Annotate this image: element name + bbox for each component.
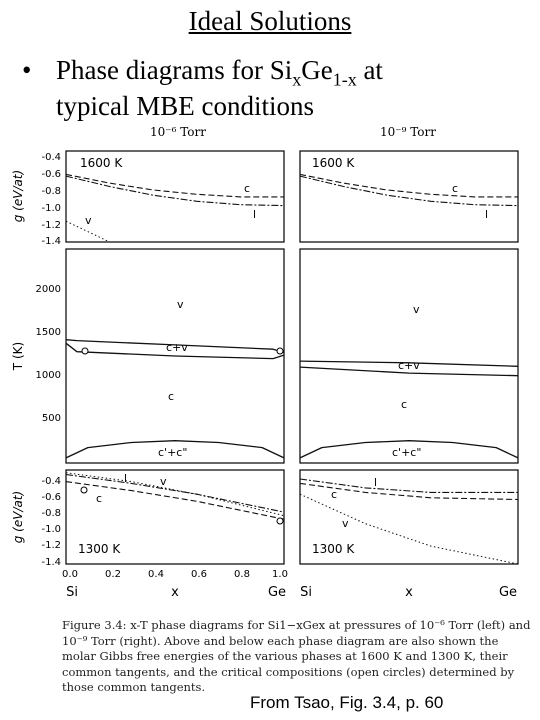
- g-axis-label-top: g (eV/at): [11, 170, 25, 223]
- bullet-sub-x: x: [292, 69, 302, 90]
- panel-left-middle-frame: [65, 248, 285, 464]
- g-tick-top-4: -1.2: [41, 220, 61, 231]
- right-middle-series-2: [299, 440, 519, 459]
- g-axis-label-bottom: g (eV/at): [11, 491, 25, 544]
- T-tick-0: 2000: [36, 284, 61, 295]
- bullet-line-2: typical MBE conditions: [56, 91, 314, 121]
- g-tick-top-5: -1.4: [41, 236, 61, 247]
- rm-label-cc: c'+c": [392, 446, 421, 459]
- lt-label-l: l: [253, 208, 256, 221]
- temp-label-right-top: 1600 K: [312, 156, 355, 170]
- x-end-ge-right: Ge: [499, 585, 517, 600]
- left-top-series-1: [65, 175, 285, 207]
- lm-label-cc: c'+c": [158, 446, 187, 459]
- x-end-ge-left: Ge: [268, 585, 286, 600]
- T-tick-1: 1500: [36, 327, 61, 338]
- rb-label-l: l: [374, 476, 377, 489]
- right-top-series-0: [299, 173, 518, 198]
- slide-title: Ideal Solutions: [188, 6, 352, 36]
- right-bottom-series-2: [299, 493, 519, 565]
- g-tick-top-3: -1.0: [41, 203, 61, 214]
- left-middle-series-1: [65, 342, 285, 360]
- right-middle-series-0: [299, 360, 519, 367]
- pressure-label-left: 10⁻⁶ Torr: [150, 125, 206, 139]
- critical-composition-circle-bottom-0: [80, 486, 88, 494]
- lb-label-c: c: [96, 492, 102, 505]
- g-tick-bottom-3: -1.0: [41, 524, 61, 535]
- left-bottom-series-0: [65, 472, 285, 517]
- critical-composition-circle-bottom-1: [276, 517, 284, 525]
- lb-label-v: v: [160, 475, 167, 488]
- g-tick-bottom-2: -0.8: [41, 508, 61, 519]
- bullet-icon: •: [22, 55, 32, 85]
- lm-label-c: c: [168, 390, 174, 403]
- g-tick-top-0: -0.4: [41, 152, 61, 163]
- temp-label-left-top: 1600 K: [80, 156, 123, 170]
- x-end-si-right: Si: [300, 585, 312, 600]
- x-axis-label-right: x: [405, 585, 413, 600]
- T-tick-2: 1000: [36, 370, 61, 381]
- curves-layer: [65, 173, 519, 565]
- lt-label-c: c: [244, 182, 250, 195]
- bullet-text-at: at: [356, 55, 383, 85]
- g-tick-top-2: -0.8: [41, 186, 61, 197]
- temp-label-left-bottom: 1300 K: [78, 542, 121, 556]
- x-tick-2: 0.4: [148, 569, 164, 580]
- left-middle-series-2: [65, 440, 285, 459]
- g-tick-top-1: -0.6: [41, 169, 61, 180]
- rm-label-v: v: [413, 303, 420, 316]
- right-top-series-1: [299, 175, 519, 207]
- critical-composition-circle-0: [81, 347, 89, 355]
- temp-label-right-bottom: 1300 K: [312, 542, 355, 556]
- lt-label-v: v: [85, 214, 92, 227]
- T-tick-3: 500: [42, 413, 61, 424]
- g-tick-bottom-4: -1.2: [41, 540, 61, 551]
- x-axis-label-left: x: [171, 585, 179, 600]
- bullet-text-a: Phase diagrams for Si: [56, 55, 293, 85]
- left-bottom-series-2: [65, 481, 285, 520]
- rb-label-c: c: [331, 488, 337, 501]
- bullet-sub-1x: 1-x: [332, 69, 357, 90]
- bullet-text-ge: Ge: [301, 55, 333, 85]
- rt-label-c: c: [452, 182, 458, 195]
- g-tick-bottom-0: -0.4: [41, 476, 61, 487]
- left-top-series-0: [65, 173, 284, 198]
- left-top-series-2: [65, 220, 110, 243]
- rm-label-cv: c+v: [398, 359, 420, 372]
- panel-right-bottom-frame: [299, 469, 519, 565]
- right-middle-series-1: [299, 366, 519, 377]
- lm-label-cv: c+v: [166, 341, 188, 354]
- critical-composition-circle-1: [276, 347, 284, 355]
- x-tick-3: 0.6: [191, 569, 207, 580]
- rm-label-c: c: [401, 398, 407, 411]
- panel-right-middle-frame: [299, 248, 519, 464]
- panel-left-bottom-frame: [65, 469, 285, 565]
- x-tick-1: 0.2: [105, 569, 121, 580]
- x-tick-0: 0.0: [62, 569, 78, 580]
- pressure-label-right: 10⁻⁹ Torr: [380, 125, 436, 139]
- x-tick-5: 1.0: [272, 569, 288, 580]
- figure-caption: Figure 3.4: x-T phase diagrams for Si1−x…: [62, 618, 531, 694]
- rt-label-l: l: [485, 208, 488, 221]
- x-end-si-left: Si: [66, 585, 78, 600]
- rb-label-v: v: [342, 517, 349, 530]
- bullet-line-1: • Phase diagrams for SixGe1-x at: [22, 52, 383, 97]
- lm-label-v: v: [177, 298, 184, 311]
- g-tick-bottom-1: -0.6: [41, 492, 61, 503]
- lb-label-l: l: [124, 472, 127, 485]
- source-credit: From Tsao, Fig. 3.4, p. 60: [246, 693, 448, 713]
- x-tick-4: 0.8: [234, 569, 250, 580]
- right-bottom-series-0: [299, 478, 518, 493]
- g-tick-bottom-5: -1.4: [41, 557, 61, 568]
- T-axis-label: T (K): [11, 342, 25, 371]
- right-bottom-series-1: [299, 482, 519, 501]
